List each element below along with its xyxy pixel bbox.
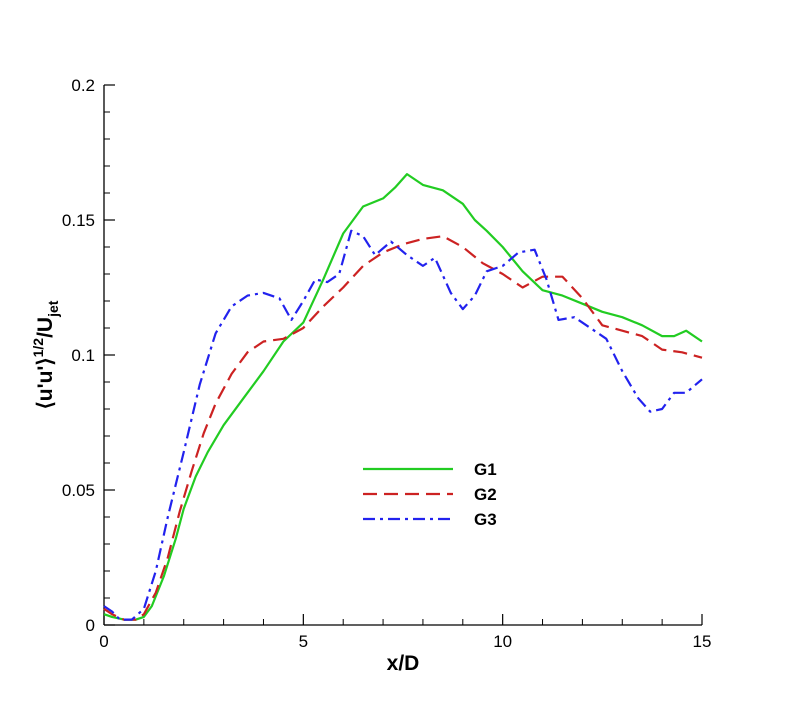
series-line-g1 xyxy=(103,173,703,621)
y-axis-title: ⟨u'u'⟩1/2/Ujet xyxy=(30,300,61,409)
x-axis-title: x/D xyxy=(387,652,420,675)
y-tick-label: 0.15 xyxy=(62,211,95,230)
y-tick-label: 0.1 xyxy=(71,346,95,365)
y-tick-label: 0.2 xyxy=(71,76,95,95)
series-line-g3 xyxy=(103,229,703,621)
series-layer xyxy=(103,173,703,621)
y-axis-title-main: ⟨u'u'⟩ xyxy=(34,357,57,409)
series-line-g2 xyxy=(103,235,703,621)
legend-label-g2: G2 xyxy=(474,485,497,504)
legend-label-g3: G3 xyxy=(474,510,497,529)
x-tick-label: 15 xyxy=(693,632,712,651)
x-tick-label: 10 xyxy=(493,632,512,651)
axis-ticks: 0 5 10 15 0 0.05 0.1 0.15 0.2 xyxy=(62,76,712,651)
axes xyxy=(103,85,702,626)
y-axis-title-slash: /U xyxy=(34,317,57,338)
legend-label-g1: G1 xyxy=(474,460,497,479)
y-tick-label: 0.05 xyxy=(62,481,95,500)
y-tick-label: 0 xyxy=(86,616,95,635)
x-tick-label: 5 xyxy=(299,632,308,651)
legend: G1 G2 G3 xyxy=(363,460,497,529)
y-axis-title-sup: 1/2 xyxy=(30,338,46,358)
x-tick-label: 0 xyxy=(99,632,108,651)
y-axis-title-sub: jet xyxy=(45,300,61,318)
